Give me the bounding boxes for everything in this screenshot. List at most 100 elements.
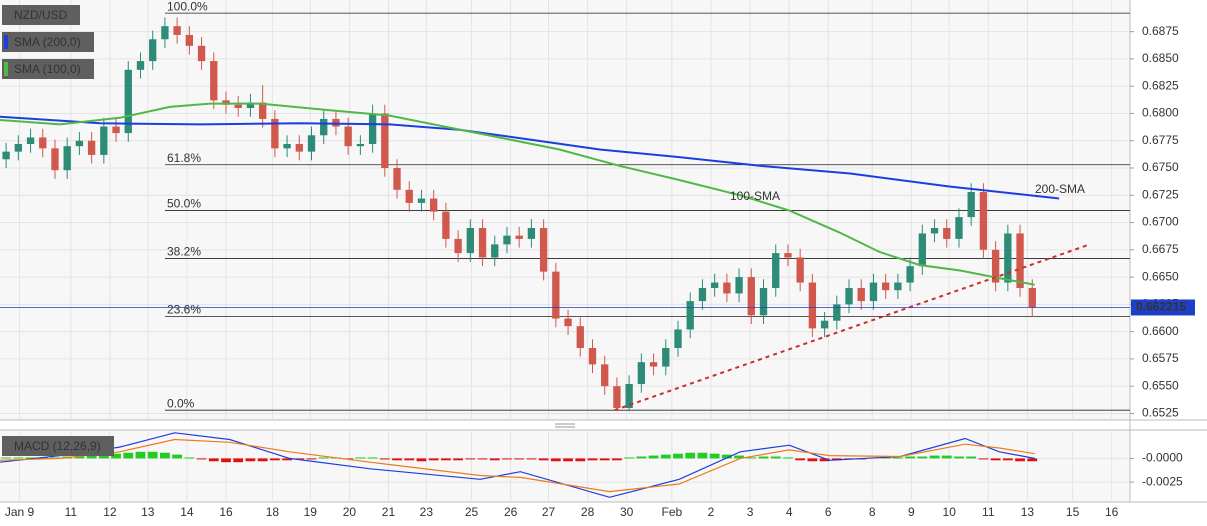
histogram-bar (954, 456, 964, 459)
histogram-bar (966, 456, 977, 459)
histogram-bar (269, 458, 280, 461)
y-tick-label: -0.0000 (1142, 451, 1183, 465)
candle-body (955, 217, 963, 239)
histogram-bar (807, 458, 818, 462)
histogram-bar (318, 457, 329, 459)
histogram-bar (98, 454, 109, 459)
fib-label: 100.0% (167, 0, 208, 13)
candle-body (527, 228, 536, 239)
x-tick-label: 11 (982, 505, 995, 519)
candle-body (14, 144, 22, 152)
x-tick-label: 8 (869, 505, 876, 519)
histogram-bar (941, 455, 952, 459)
candle-body (637, 362, 646, 384)
histogram-bar (355, 457, 366, 459)
candle-body (1004, 233, 1012, 283)
histogram-bar (25, 457, 36, 459)
y-tick-label: 0.6775 (1142, 133, 1179, 147)
candle-body (466, 228, 474, 254)
candle-body (576, 326, 584, 348)
annotation: 200-SMA (1035, 182, 1085, 196)
y-tick-label: 0.6575 (1142, 351, 1179, 365)
histogram-bar (465, 458, 476, 460)
histogram-bar (477, 458, 488, 460)
candle-body (918, 233, 926, 267)
sma-line (0, 102, 1035, 286)
y-tick-label: 0.6800 (1142, 106, 1179, 120)
histogram-bar (233, 458, 244, 463)
histogram-bar (587, 458, 598, 461)
legend-title: NZD/USD (14, 8, 68, 22)
x-tick-label: Jan 9 (5, 505, 35, 519)
histogram-bar (392, 458, 402, 461)
candle-body (112, 126, 120, 134)
y-tick-label: 0.6650 (1142, 269, 1179, 283)
histogram-bar (184, 457, 195, 459)
candle-body (234, 104, 242, 108)
x-tick-label: 13 (141, 505, 155, 519)
annotation: 100-SMA (730, 189, 780, 203)
histogram-bar (758, 456, 769, 459)
histogram-bar (893, 457, 903, 459)
last-price-label: 0.662215 (1136, 300, 1186, 314)
candle-body (1028, 288, 1036, 308)
candle-body (283, 144, 291, 149)
histogram-bar (123, 452, 134, 459)
histogram-bar (990, 458, 1001, 461)
histogram-bar (575, 458, 586, 462)
candle-body (39, 137, 47, 149)
candle-body (723, 282, 731, 294)
candle-body (686, 301, 694, 330)
candle-body (491, 244, 499, 258)
histogram-bar (514, 458, 525, 460)
candle-body (368, 113, 377, 144)
candle-body (845, 288, 853, 305)
x-tick-label: 3 (747, 505, 754, 519)
x-tick-label: 10 (943, 505, 957, 519)
histogram-bar (196, 458, 207, 460)
histogram-bar (208, 458, 219, 462)
candle-body (820, 320, 829, 329)
histogram-bar (746, 457, 757, 459)
histogram-bar (1002, 458, 1013, 461)
x-tick-label: 23 (420, 505, 434, 519)
candle-body (515, 235, 523, 239)
candle-body (991, 249, 1000, 283)
candle-body (601, 364, 609, 387)
candle-body (258, 102, 267, 119)
candle-body (124, 69, 132, 134)
candle-body (307, 135, 316, 152)
candle-body (649, 362, 658, 367)
histogram-bar (563, 458, 573, 462)
candle-body (930, 228, 939, 234)
histogram-bar (929, 455, 940, 459)
candle-body (344, 126, 352, 147)
histogram-bar (636, 456, 647, 459)
histogram-bar (13, 457, 24, 459)
x-tick-label: 2 (708, 505, 715, 519)
candle-body (26, 137, 35, 144)
candle-body (210, 61, 218, 101)
histogram-bar (770, 456, 781, 459)
histogram-bar (502, 458, 512, 460)
candle-body (674, 329, 682, 348)
candle-body (857, 288, 865, 302)
histogram-bar (282, 458, 292, 461)
candle-body (417, 198, 426, 203)
histogram-bar (1015, 458, 1025, 462)
x-tick-label: 26 (504, 505, 518, 519)
histogram-bar (905, 456, 915, 459)
candle-body (759, 288, 768, 316)
candle-body (564, 318, 572, 327)
legend-swatch (4, 62, 8, 76)
histogram-bar (978, 458, 989, 460)
candle-body (747, 277, 755, 316)
histogram-bar (673, 453, 683, 459)
histogram-bar (660, 454, 671, 459)
legend-box (2, 5, 80, 25)
x-tick-label: 19 (304, 505, 318, 519)
candle-body (784, 253, 792, 258)
x-tick-label: 12 (103, 505, 117, 519)
candle-body (710, 282, 719, 288)
x-tick-label: 28 (581, 505, 595, 519)
